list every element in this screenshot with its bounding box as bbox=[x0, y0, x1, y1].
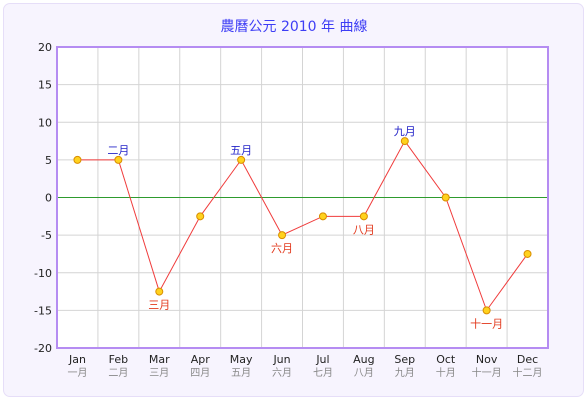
data-point bbox=[73, 155, 82, 164]
x-tick-label: Feb bbox=[109, 353, 128, 366]
data-points bbox=[73, 137, 532, 315]
point-label: 六月 bbox=[271, 242, 293, 255]
x-tick-label-secondary: 十二月 bbox=[513, 366, 543, 379]
y-tick-label: 5 bbox=[45, 154, 52, 167]
x-tick-label: Oct bbox=[436, 353, 456, 366]
y-tick-label: -15 bbox=[34, 304, 52, 317]
x-tick-label-secondary: 十月 bbox=[436, 366, 456, 379]
point-label: 五月 bbox=[230, 144, 252, 157]
x-tick-label: Jun bbox=[272, 353, 290, 366]
series-line bbox=[77, 140, 528, 312]
x-tick-label: Nov bbox=[476, 353, 498, 366]
x-tick-label-secondary: 三月 bbox=[149, 367, 169, 379]
data-point bbox=[482, 306, 491, 315]
y-tick-label: -5 bbox=[41, 229, 52, 242]
y-tick-label: -20 bbox=[34, 342, 52, 355]
y-axis: -20 -15 -10 -5 0 5 10 15 20 bbox=[34, 41, 52, 355]
x-tick-label-secondary: 八月 bbox=[354, 367, 374, 379]
data-point bbox=[278, 231, 287, 240]
y-tick-label: 15 bbox=[38, 79, 52, 92]
x-tick-label-secondary: 七月 bbox=[313, 367, 333, 379]
data-point bbox=[523, 249, 532, 258]
x-tick-label: Aug bbox=[353, 353, 374, 366]
point-label: 八月 bbox=[353, 223, 375, 236]
data-point bbox=[400, 137, 409, 146]
x-tick-label-secondary: 四月 bbox=[190, 367, 210, 379]
x-tick-label: Sep bbox=[394, 353, 415, 366]
y-tick-label: 20 bbox=[38, 41, 52, 54]
x-tick-label-secondary: 九月 bbox=[395, 367, 415, 379]
chart-title: 農曆公元 2010 年 曲線 bbox=[221, 19, 368, 35]
point-label: 十一月 bbox=[470, 316, 503, 330]
x-tick-label-secondary: 十一月 bbox=[472, 366, 502, 379]
point-label: 九月 bbox=[394, 125, 416, 138]
plot-border bbox=[56, 46, 549, 349]
data-point bbox=[441, 193, 450, 202]
x-tick-label: Jul bbox=[315, 353, 329, 366]
x-tick-label: Jan bbox=[68, 353, 86, 366]
x-tick-label: Dec bbox=[517, 353, 538, 366]
x-tick-label: Mar bbox=[149, 353, 170, 366]
data-point bbox=[359, 212, 368, 221]
x-tick-label-secondary: 二月 bbox=[108, 367, 128, 379]
y-tick-label: 0 bbox=[45, 192, 52, 205]
data-point bbox=[155, 287, 164, 296]
x-tick-label: May bbox=[230, 353, 253, 366]
x-tick-label-secondary: 一月 bbox=[67, 367, 87, 379]
point-label: 二月 bbox=[107, 144, 129, 157]
y-tick-label: 10 bbox=[38, 116, 52, 129]
x-tick-label-secondary: 六月 bbox=[272, 367, 292, 379]
data-point bbox=[318, 212, 327, 221]
x-tick-label-secondary: 五月 bbox=[231, 367, 251, 379]
data-point bbox=[114, 155, 123, 164]
y-tick-label: -10 bbox=[34, 267, 52, 280]
point-label: 三月 bbox=[148, 299, 170, 312]
data-point bbox=[196, 212, 205, 221]
x-tick-label: Apr bbox=[191, 353, 211, 366]
data-point bbox=[237, 155, 246, 164]
